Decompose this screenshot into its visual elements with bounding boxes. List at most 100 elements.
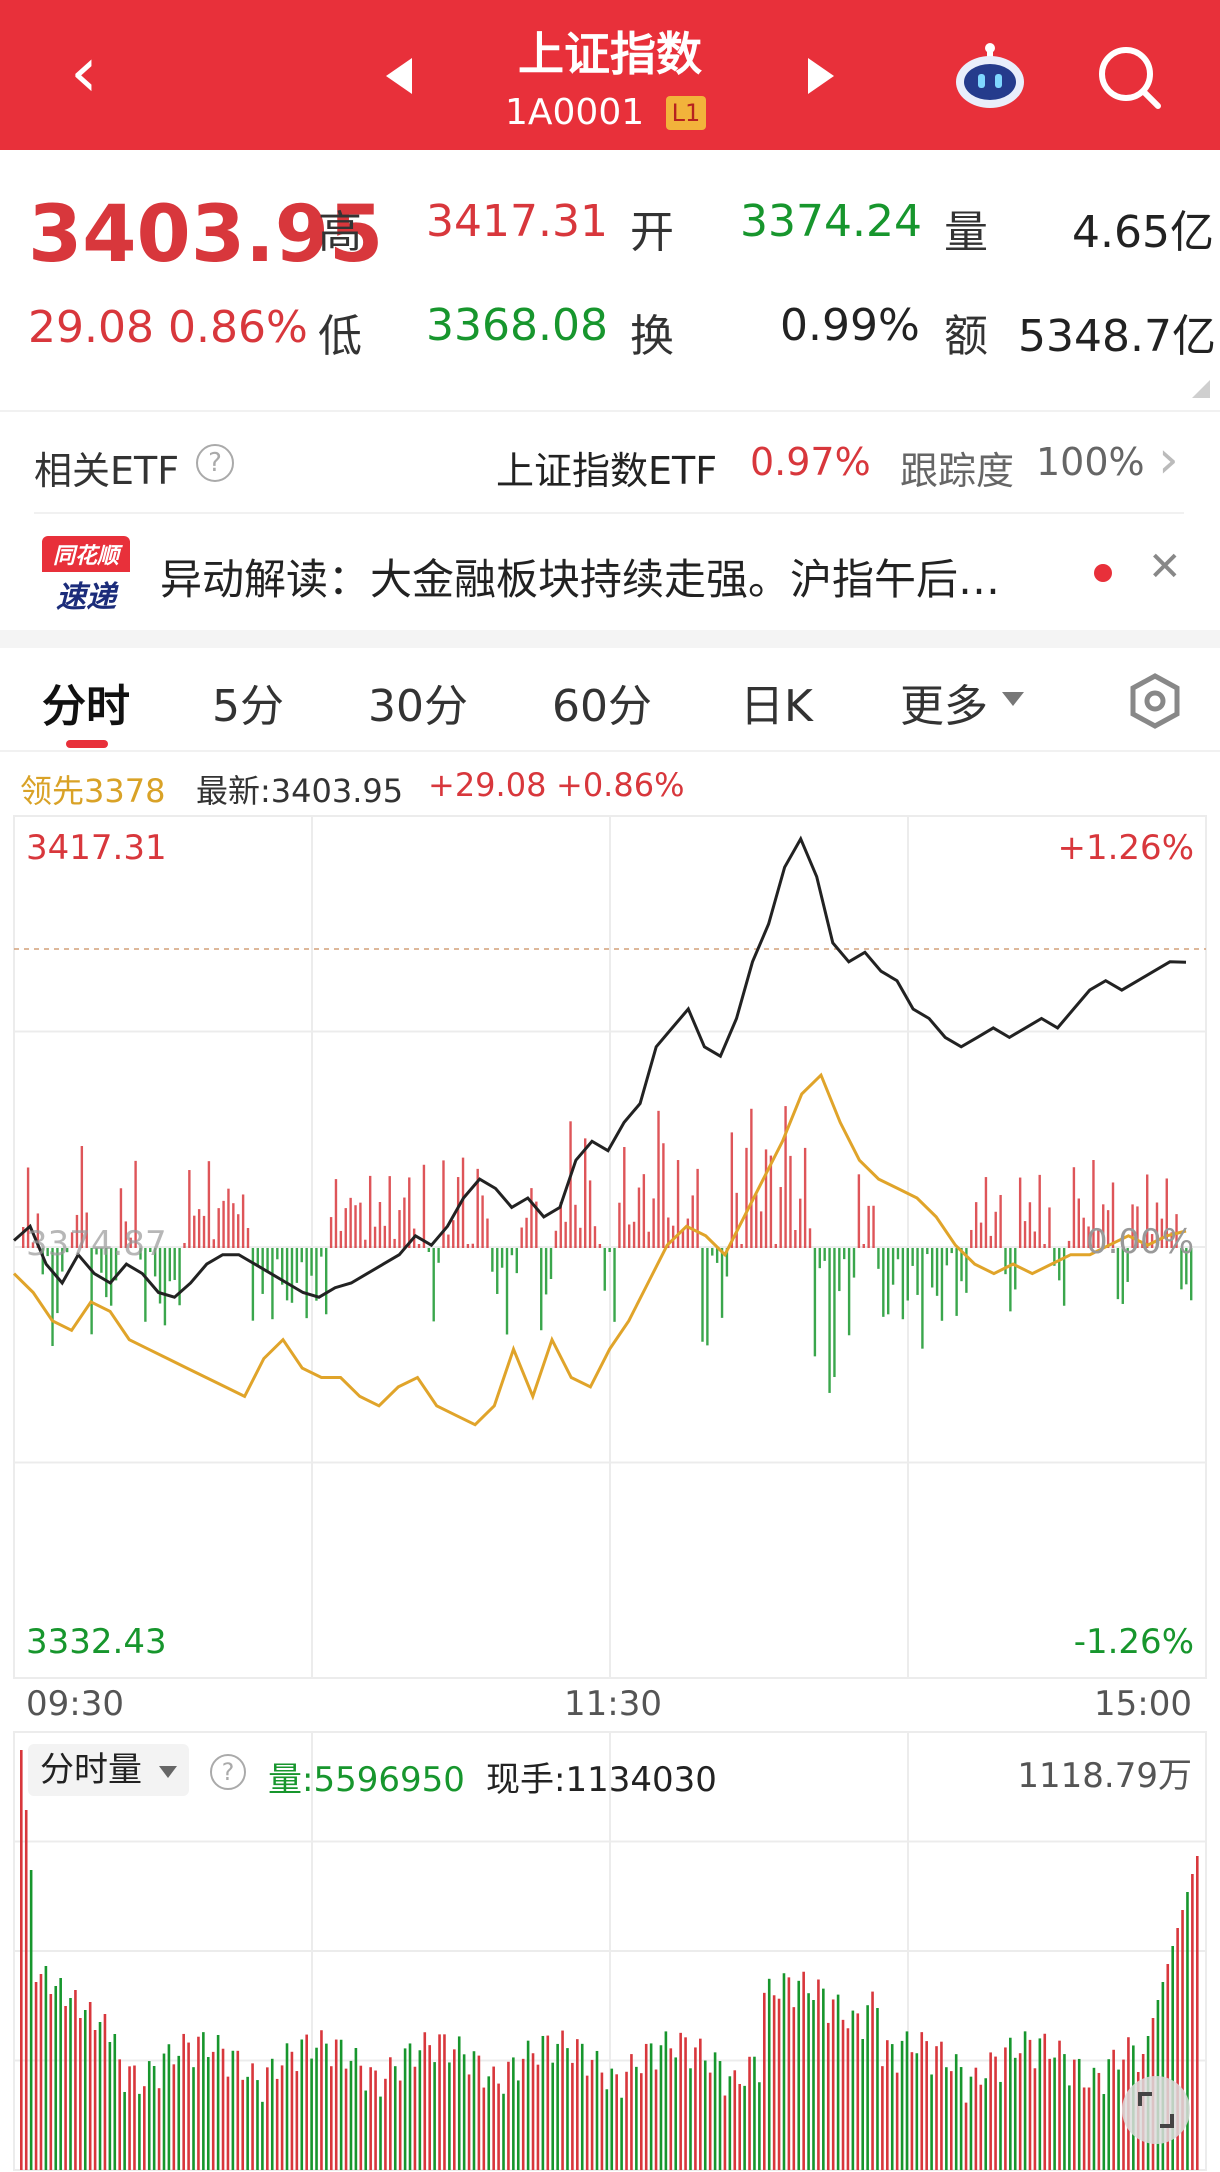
- buy-sell-bar: [442, 1160, 445, 1248]
- volume-bar: [266, 2067, 269, 2170]
- high-value: 3417.31: [426, 196, 608, 247]
- volume-bar: [1117, 2069, 1120, 2170]
- related-etf-row[interactable]: 相关ETF ? 上证指数ETF 0.97% 跟踪度 100% ›: [0, 412, 1220, 512]
- volume-bar: [187, 2042, 190, 2170]
- etf-label: 相关ETF: [34, 449, 180, 493]
- volume-bar: [841, 2019, 845, 2170]
- buy-sell-bar: [305, 1248, 308, 1319]
- intraday-chart[interactable]: [0, 812, 1220, 1692]
- volume-bar: [241, 2079, 245, 2170]
- buy-sell-bar: [735, 1192, 738, 1248]
- buy-sell-bar: [334, 1179, 338, 1248]
- volume-bar: [994, 2056, 997, 2170]
- buy-sell-bar: [285, 1248, 289, 1301]
- volume-bar: [605, 2089, 609, 2170]
- buy-sell-bar: [1146, 1174, 1149, 1248]
- y-top-label: 3417.31: [26, 828, 167, 868]
- volume-bar: [585, 2075, 589, 2170]
- buy-sell-bar: [144, 1248, 147, 1322]
- volume-bar: [467, 2074, 471, 2170]
- volume-bar: [1102, 2094, 1106, 2170]
- previous-index-icon[interactable]: [386, 58, 412, 94]
- volume-bar: [920, 2032, 924, 2170]
- buy-sell-bar: [202, 1215, 206, 1248]
- buy-sell-bar: [813, 1248, 817, 1357]
- settings-icon[interactable]: [1126, 672, 1184, 730]
- buy-sell-bar: [134, 1160, 137, 1248]
- buy-sell-bar: [56, 1248, 59, 1314]
- next-index-icon[interactable]: [808, 58, 834, 94]
- volume-bar: [782, 1973, 786, 2170]
- volume-bar: [403, 2048, 407, 2170]
- volume-bar: [39, 1974, 43, 2170]
- volume-bar: [571, 2062, 574, 2170]
- volume-bar: [649, 2043, 653, 2170]
- tab-60min[interactable]: 60分: [552, 681, 652, 732]
- volume-bar: [413, 2066, 417, 2170]
- volume-bar: [295, 2071, 299, 2170]
- close-icon[interactable]: ✕: [1148, 544, 1182, 590]
- buy-sell-bar: [652, 1198, 655, 1248]
- volume-bar: [1028, 2039, 1032, 2170]
- volume-indicator-select[interactable]: 分时量: [28, 1744, 189, 1796]
- volume-bar: [69, 1998, 72, 2170]
- buy-sell-bar: [525, 1217, 528, 1248]
- buy-sell-bar: [80, 1146, 84, 1248]
- buy-sell-bar: [515, 1248, 518, 1274]
- buy-sell-bar: [808, 1228, 812, 1248]
- low-value: 3368.08: [426, 300, 608, 351]
- volume-bar: [123, 2091, 126, 2170]
- volume-bar: [369, 2067, 372, 2170]
- fullscreen-icon[interactable]: [1122, 2076, 1190, 2144]
- buy-sell-bar: [290, 1248, 294, 1303]
- buy-sell-bar: [393, 1238, 396, 1248]
- tab-30min[interactable]: 30分: [368, 681, 468, 732]
- volume-bar: [954, 2054, 958, 2170]
- buy-sell-bar: [408, 1177, 411, 1248]
- buy-sell-bar: [1018, 1177, 1022, 1248]
- buy-sell-bar: [544, 1248, 548, 1295]
- buy-sell-bar: [662, 1143, 665, 1248]
- volume-bar: [959, 2067, 963, 2170]
- volume-bar: [1063, 2054, 1066, 2170]
- volume-bar: [551, 2062, 555, 2170]
- search-icon[interactable]: [1096, 44, 1162, 110]
- tab-daily-k[interactable]: 日K: [740, 681, 813, 732]
- robot-assistant-icon[interactable]: [950, 40, 1030, 110]
- volume-bar: [905, 2031, 909, 2170]
- volume-bar: [1018, 2053, 1022, 2170]
- buy-sell-bar: [784, 1106, 787, 1248]
- buy-sell-bar: [950, 1248, 953, 1254]
- buy-sell-bar: [329, 1217, 333, 1248]
- buy-sell-bar: [588, 1180, 592, 1248]
- tab-5min[interactable]: 5分: [212, 681, 284, 732]
- volume-bar: [1112, 2049, 1115, 2170]
- dropdown-arrow-icon: [1002, 692, 1024, 706]
- help-icon[interactable]: ?: [210, 1754, 246, 1790]
- help-icon[interactable]: ?: [196, 444, 234, 482]
- buy-sell-bar: [701, 1248, 704, 1342]
- active-tab-indicator: [66, 740, 108, 748]
- buy-sell-bar: [994, 1211, 997, 1248]
- buy-sell-bar: [500, 1248, 504, 1268]
- volume-bar: [384, 2078, 387, 2170]
- buy-sell-bar: [168, 1248, 172, 1282]
- news-row[interactable]: 同花顺 速递 异动解读：大金融板块持续走强。沪指午后… ✕: [0, 516, 1220, 626]
- tab-more[interactable]: 更多: [900, 681, 988, 732]
- volume-chart[interactable]: [0, 1730, 1220, 2172]
- unread-dot: [1094, 564, 1112, 582]
- volume-bar: [1097, 2072, 1101, 2170]
- expand-corner-icon[interactable]: [1192, 380, 1210, 398]
- buy-sell-bar: [901, 1248, 905, 1320]
- turnover-value: 0.99%: [780, 300, 920, 351]
- buy-sell-bar: [715, 1248, 719, 1263]
- volume-bar: [915, 2053, 919, 2170]
- buy-sell-bar: [197, 1209, 201, 1248]
- volume-bar: [753, 2056, 756, 2170]
- volume-bar: [531, 2053, 535, 2170]
- tab-intraday[interactable]: 分时: [42, 681, 130, 732]
- buy-sell-bar: [481, 1195, 484, 1248]
- volume-bar: [728, 2076, 732, 2170]
- volume-bar: [1013, 2057, 1017, 2170]
- back-icon[interactable]: ‹: [70, 31, 98, 113]
